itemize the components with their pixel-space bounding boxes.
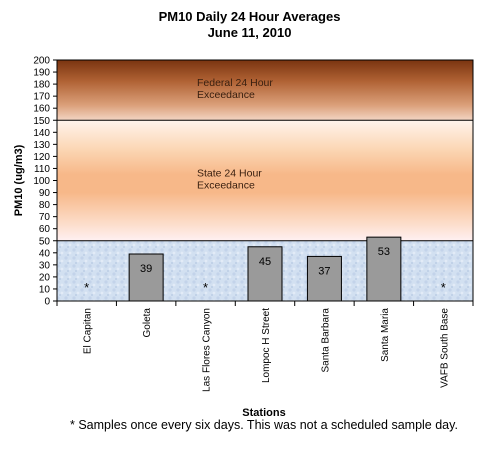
- y-tick-label: 120: [33, 152, 50, 163]
- band-1: [57, 120, 473, 241]
- y-tick-label: 80: [39, 200, 51, 211]
- x-category-label: Santa Barbara: [320, 308, 331, 373]
- bar-value-label: 37: [318, 265, 330, 277]
- band-label-line1: Federal 24 Hour: [197, 77, 273, 89]
- x-axis-title: Stations: [242, 407, 285, 419]
- bar-santa-barbara: [306, 255, 342, 302]
- y-tick-label: 180: [33, 80, 50, 91]
- bar-lompoc-h-street: [247, 246, 283, 302]
- x-category-label: Lompoc H Street: [261, 308, 272, 383]
- chart-title: PM10 Daily 24 Hour Averages: [158, 9, 341, 24]
- bar-value-label: 39: [140, 263, 152, 275]
- no-sample-marker: *: [441, 280, 446, 295]
- footnote: * Samples once every six days. This was …: [70, 418, 458, 432]
- y-tick-label: 0: [44, 297, 50, 308]
- y-tick-label: 20: [39, 272, 51, 283]
- y-tick-label: 130: [33, 140, 50, 151]
- y-tick-label: 170: [33, 92, 50, 103]
- bar-santa-maria: [366, 236, 402, 302]
- bar-value-label: 45: [259, 256, 271, 268]
- y-tick-label: 50: [39, 236, 51, 247]
- band-0: [57, 60, 473, 121]
- y-axis-title: PM10 (ug/m3): [13, 144, 25, 216]
- no-sample-marker: *: [84, 280, 89, 295]
- y-tick-label: 200: [33, 56, 50, 67]
- band-label-line1: State 24 Hour: [197, 168, 262, 180]
- band-label-line2: Exceedance: [197, 89, 255, 101]
- y-tick-label: 100: [33, 176, 50, 187]
- x-category-label: El Capitan: [83, 308, 94, 354]
- y-tick-label: 30: [39, 260, 51, 271]
- no-sample-marker: *: [203, 280, 208, 295]
- chart-subtitle: June 11, 2010: [207, 25, 292, 40]
- y-tick-label: 60: [39, 224, 51, 235]
- y-tick-label: 160: [33, 104, 50, 115]
- y-tick-label: 40: [39, 248, 51, 259]
- y-tick-label: 10: [39, 284, 51, 295]
- x-category-label: Las Flores Canyon: [202, 308, 213, 392]
- y-tick-label: 190: [33, 68, 50, 79]
- y-tick-label: 140: [33, 128, 50, 139]
- y-tick-label: 150: [33, 116, 50, 127]
- y-tick-label: 110: [34, 164, 50, 175]
- bar-value-label: 53: [378, 246, 390, 258]
- x-category-label: Goleta: [142, 308, 153, 338]
- y-tick-label: 70: [39, 212, 51, 223]
- x-category-label: Santa Maria: [380, 308, 391, 362]
- y-tick-label: 90: [39, 188, 51, 199]
- band-label-line2: Exceedance: [197, 180, 255, 192]
- x-category-label: VAFB South Base: [439, 308, 450, 388]
- bar-goleta: [128, 253, 164, 302]
